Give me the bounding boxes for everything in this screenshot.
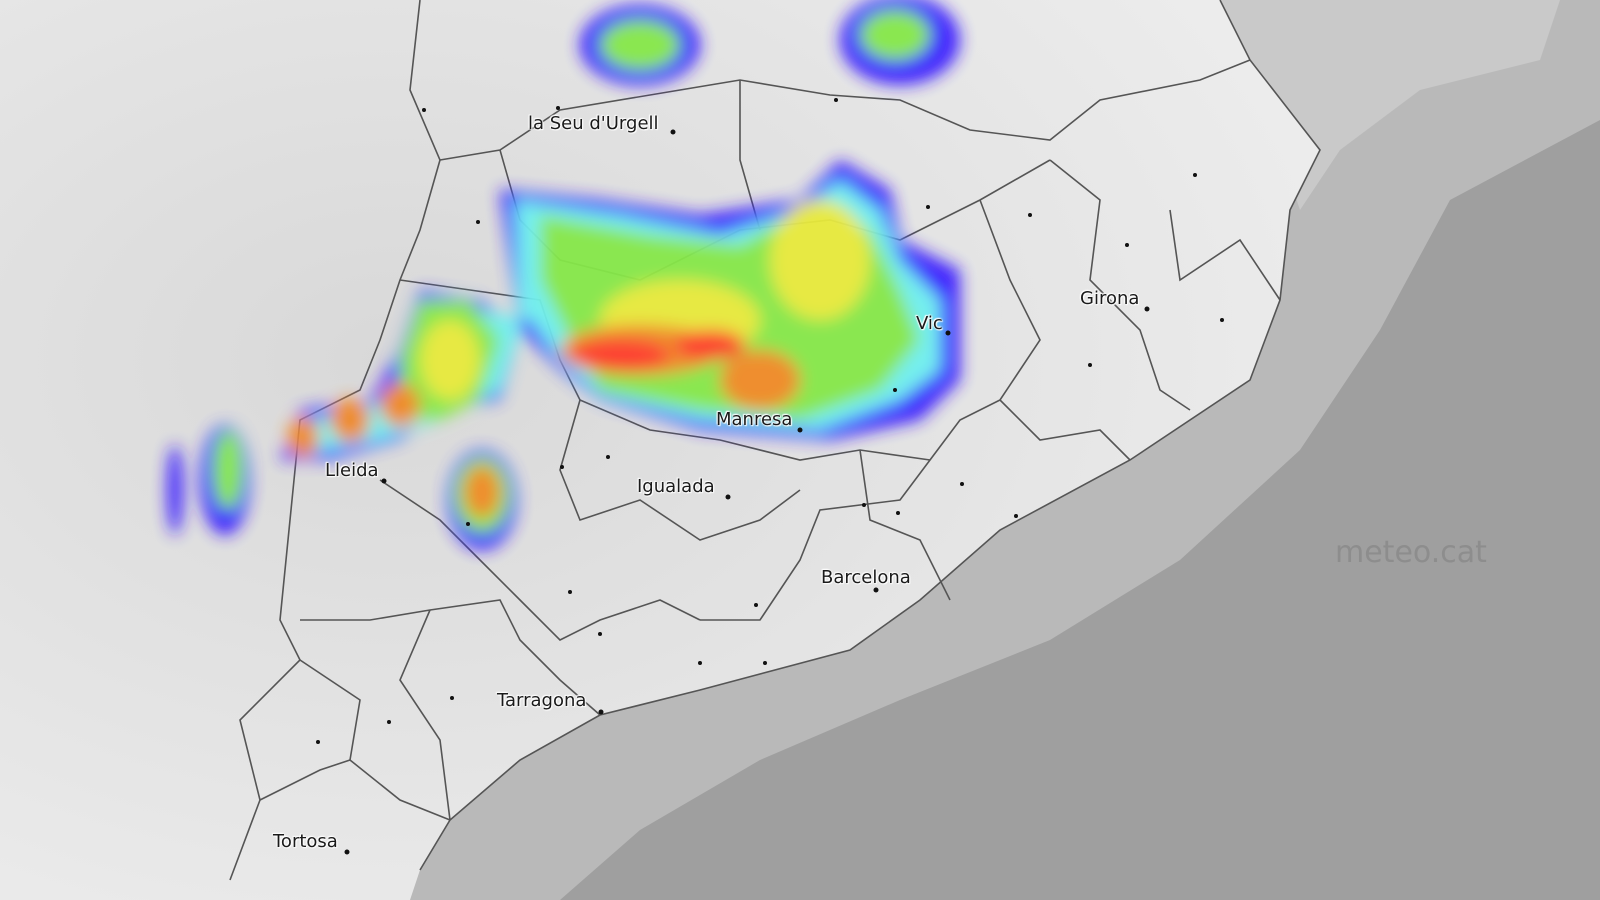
radar-echoes	[167, 0, 960, 550]
city-label-barcelona: Barcelona	[821, 567, 911, 588]
city-label-manresa: Manresa	[716, 409, 793, 430]
city-label-tarragona: Tarragona	[497, 690, 587, 711]
city-label-lleida: Lleida	[325, 460, 379, 481]
city-label-igualada: Igualada	[637, 476, 715, 497]
city-label-tortosa: Tortosa	[273, 831, 338, 852]
city-markers	[316, 98, 1224, 855]
city-label-girona: Girona	[1080, 288, 1140, 309]
meteocat-watermark: meteo.cat	[1335, 535, 1487, 570]
city-label-la-seu-durgell: la Seu d'Urgell	[528, 113, 659, 134]
city-label-vic: Vic	[916, 313, 943, 334]
